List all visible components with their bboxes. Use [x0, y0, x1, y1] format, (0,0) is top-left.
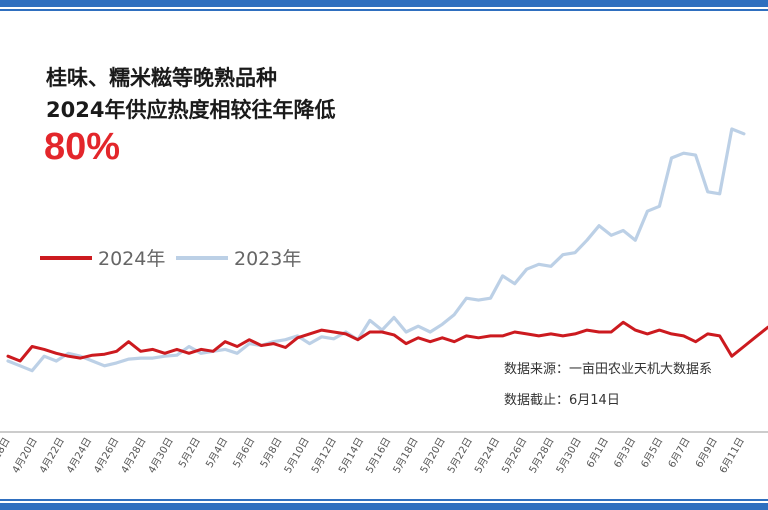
x-tick-label: 6月11日 [717, 436, 747, 476]
chart-title-line1: 桂味、糯米糍等晚熟品种 [46, 66, 277, 90]
x-tick-label: 5月22日 [445, 436, 475, 476]
x-tick-label: 4月30日 [146, 436, 176, 476]
highlight-percentage: 80% [44, 126, 121, 168]
legend-label-2023: 2023年 [234, 248, 302, 270]
data-cutoff-note: 数据截止：6月14日 [504, 393, 620, 408]
x-tick-label: 6月7日 [666, 436, 693, 470]
bottom-frame-bar [0, 503, 768, 510]
x-tick-label: 5月28日 [527, 436, 557, 476]
x-tick-label: 5月10日 [282, 436, 312, 476]
x-tick-label: 5月30日 [554, 436, 584, 476]
x-tick-label: 5月26日 [499, 436, 529, 476]
bottom-frame-line [0, 499, 768, 501]
x-tick-label: 5月6日 [231, 436, 258, 470]
x-tick-label: 4月24日 [64, 436, 94, 476]
x-tick-label: 6月9日 [693, 436, 720, 470]
x-tick-label: 5月8日 [258, 436, 285, 470]
chart-title-line2: 2024年供应热度相较往年降低 [46, 98, 336, 122]
legend-swatch-2024 [40, 255, 92, 260]
series-line-2024 [6, 320, 768, 363]
x-tick-label: 4月26日 [91, 436, 121, 476]
top-frame-bar [0, 0, 768, 7]
top-frame-line [0, 9, 768, 11]
x-tick-label: 6月1日 [584, 436, 611, 470]
x-tick-label: 6月5日 [639, 436, 666, 470]
x-tick-label: 5月12日 [309, 436, 339, 476]
x-tick-label: 5月20日 [418, 436, 448, 476]
x-tick-label: 4月22日 [37, 436, 67, 476]
x-tick-label: 5月16日 [363, 436, 393, 476]
legend-swatch-2023 [176, 255, 228, 260]
x-tick-label: 5月2日 [176, 436, 203, 470]
x-tick-label: 5月24日 [472, 435, 502, 475]
x-tick-label: 4月28日 [119, 436, 149, 476]
x-tick-label: 6月3日 [611, 436, 638, 470]
legend-item-2023: 2023年 [176, 244, 301, 271]
data-source-note: 数据来源：一亩田农业天机大数据系 [504, 362, 713, 377]
x-tick-label: 4月20日 [10, 436, 40, 476]
x-tick-label: 5月18日 [391, 436, 421, 476]
legend-label-2024: 2024年 [98, 248, 166, 270]
legend-item-2024: 2024年 [40, 244, 165, 271]
x-tick-label: 5月4日 [203, 436, 230, 470]
series-layer [6, 127, 768, 373]
series-line-2023 [6, 127, 746, 373]
x-tick-label: 5月14日 [336, 436, 366, 476]
